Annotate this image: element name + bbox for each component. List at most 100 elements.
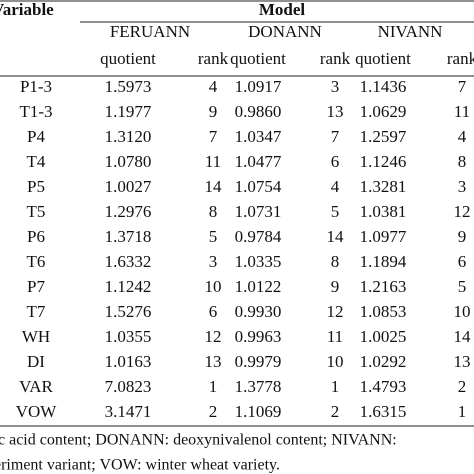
row-label: T5 bbox=[27, 202, 46, 221]
row-label: P5 bbox=[27, 177, 45, 196]
column-header: quotient bbox=[355, 49, 411, 68]
cell: 3 bbox=[331, 77, 340, 96]
cell: 1.0853 bbox=[360, 302, 407, 321]
row-label: T1-3 bbox=[19, 102, 52, 121]
cell: 1.0355 bbox=[105, 327, 152, 346]
cell: 1.0917 bbox=[235, 77, 282, 96]
model-name: FERUANN bbox=[110, 22, 190, 41]
cell: 14 bbox=[454, 327, 472, 346]
cell: 0.9963 bbox=[235, 327, 282, 346]
cell: 4 bbox=[209, 77, 218, 96]
cell: 1.1977 bbox=[105, 102, 152, 121]
cell: 0.9979 bbox=[235, 352, 282, 371]
row-label: T4 bbox=[27, 152, 46, 171]
cell: 5 bbox=[331, 202, 340, 221]
cell: 8 bbox=[331, 252, 340, 271]
cell: 0.9784 bbox=[235, 227, 282, 246]
cell: 1.0027 bbox=[105, 177, 152, 196]
column-header: rank bbox=[320, 49, 351, 68]
cell: 3 bbox=[458, 177, 467, 196]
cell: 6 bbox=[458, 252, 467, 271]
cell: 1.1246 bbox=[360, 152, 407, 171]
cell: 10 bbox=[205, 277, 222, 296]
cell: 5 bbox=[209, 227, 218, 246]
cell: 1.2976 bbox=[105, 202, 152, 221]
cell: 7 bbox=[209, 127, 218, 146]
cell: 9 bbox=[458, 227, 467, 246]
cell: 2 bbox=[458, 377, 467, 396]
cell: 1 bbox=[458, 402, 467, 421]
column-header: quotient bbox=[230, 49, 286, 68]
cell: 8 bbox=[209, 202, 218, 221]
cell: 4 bbox=[458, 127, 467, 146]
cell: 8 bbox=[458, 152, 467, 171]
cell: 1.3120 bbox=[105, 127, 152, 146]
cell: 10 bbox=[454, 302, 471, 321]
cell: 0.9930 bbox=[235, 302, 282, 321]
cell: 11 bbox=[205, 152, 221, 171]
cell: 1.1242 bbox=[105, 277, 152, 296]
cell: 12 bbox=[454, 202, 471, 221]
cell: 11 bbox=[454, 102, 470, 121]
cell: 9 bbox=[331, 277, 340, 296]
cell: 13 bbox=[205, 352, 222, 371]
cell: 2 bbox=[209, 402, 218, 421]
cell: 13 bbox=[454, 352, 471, 371]
cell: 12 bbox=[205, 327, 222, 346]
cell: 0.9860 bbox=[235, 102, 282, 121]
row-label: P7 bbox=[27, 277, 45, 296]
cell: 1.6332 bbox=[105, 252, 152, 271]
cell: 5 bbox=[458, 277, 467, 296]
cell: 10 bbox=[327, 352, 344, 371]
footnote: eriment variant; VOW: winter wheat varie… bbox=[0, 457, 280, 474]
cell: 1.5276 bbox=[105, 302, 152, 321]
cell: 1.0292 bbox=[360, 352, 407, 371]
footnote: c acid content; DONANN: deoxynivalenol c… bbox=[0, 432, 397, 449]
model-header: Model bbox=[259, 0, 306, 19]
cell: 1 bbox=[209, 377, 218, 396]
cell: 1.0629 bbox=[360, 102, 407, 121]
cell: 6 bbox=[209, 302, 218, 321]
cell: 7 bbox=[331, 127, 340, 146]
cell: 7 bbox=[458, 77, 467, 96]
cell: 1.0477 bbox=[235, 152, 282, 171]
cell: 1.3778 bbox=[235, 377, 282, 396]
cell: 14 bbox=[327, 227, 345, 246]
model-name: NIVANN bbox=[378, 22, 443, 41]
cell: 1.1894 bbox=[360, 252, 407, 271]
cell: 1.0754 bbox=[235, 177, 282, 196]
cell: 1.0335 bbox=[235, 252, 282, 271]
cell: 1.0780 bbox=[105, 152, 152, 171]
model-name: DONANN bbox=[248, 22, 322, 41]
cell: 1.4793 bbox=[360, 377, 407, 396]
cell: 1.0122 bbox=[235, 277, 282, 296]
cell: 1.6315 bbox=[360, 402, 407, 421]
row-label: VOW bbox=[16, 402, 58, 421]
cell: 4 bbox=[331, 177, 340, 196]
cell: 1.1436 bbox=[360, 77, 407, 96]
row-label: P6 bbox=[27, 227, 45, 246]
column-header: rank bbox=[198, 49, 229, 68]
cell: 1.0381 bbox=[360, 202, 407, 221]
cell: 1.0347 bbox=[235, 127, 282, 146]
cell: 1.2163 bbox=[360, 277, 407, 296]
cell: 1.5973 bbox=[105, 77, 152, 96]
variable-header: Variable bbox=[0, 0, 54, 19]
column-header: quotient bbox=[100, 49, 156, 68]
cell: 13 bbox=[327, 102, 344, 121]
cell: 1.0731 bbox=[235, 202, 282, 221]
cell: 9 bbox=[209, 102, 218, 121]
cell: 1.0163 bbox=[105, 352, 152, 371]
cell: 1.3281 bbox=[360, 177, 407, 196]
cell: 11 bbox=[327, 327, 343, 346]
cell: 6 bbox=[331, 152, 340, 171]
cell: 3 bbox=[209, 252, 218, 271]
row-label: VAR bbox=[19, 377, 53, 396]
row-label: T6 bbox=[27, 252, 46, 271]
row-label: P1-3 bbox=[20, 77, 52, 96]
row-label: WH bbox=[22, 327, 50, 346]
column-header: rank bbox=[447, 49, 474, 68]
cell: 1.2597 bbox=[360, 127, 407, 146]
cell: 3.1471 bbox=[105, 402, 152, 421]
